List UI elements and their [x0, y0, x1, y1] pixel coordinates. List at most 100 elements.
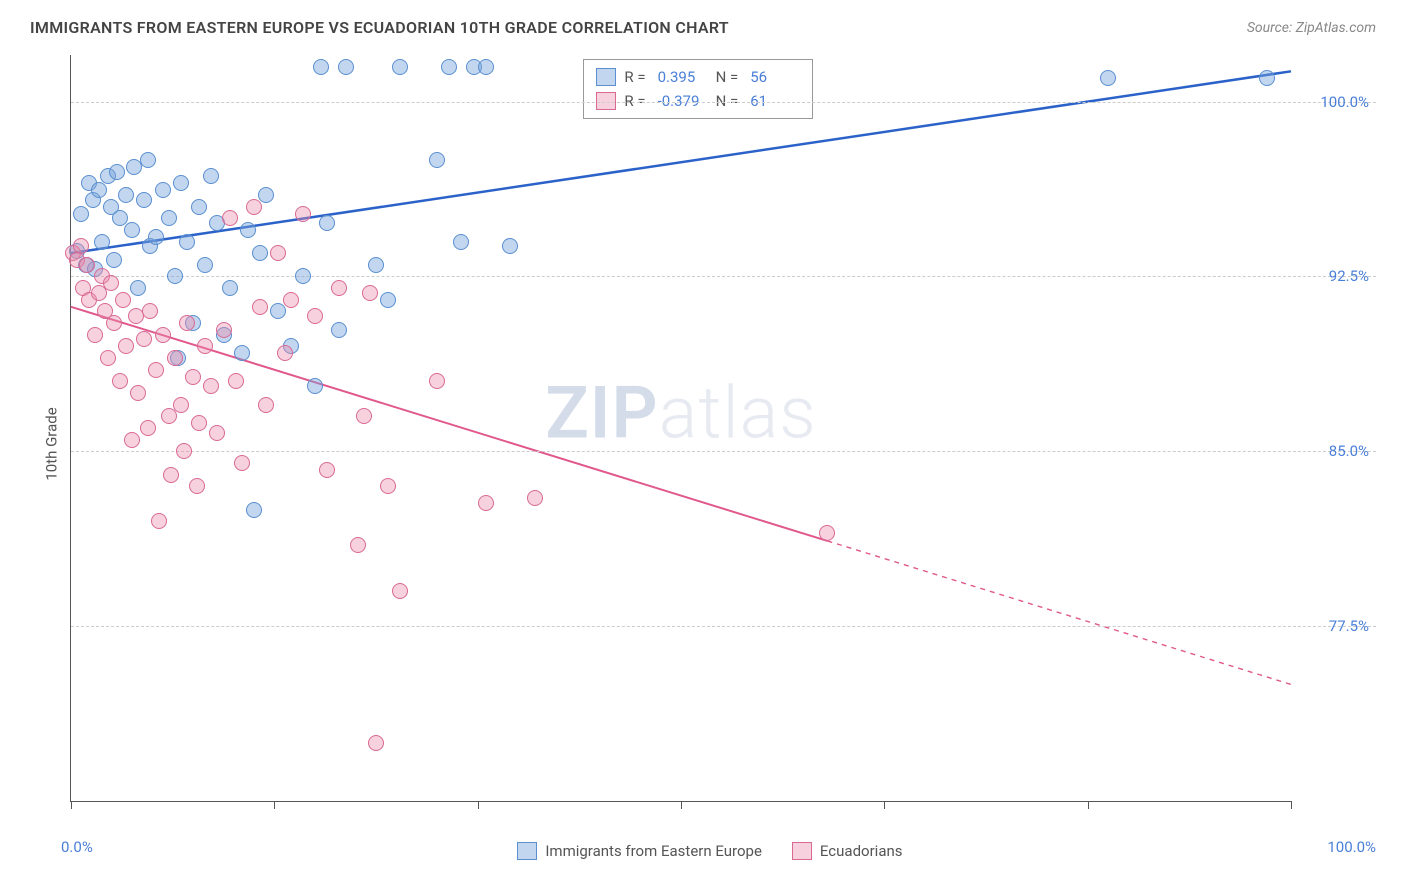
data-point [197, 257, 213, 273]
data-point [155, 182, 171, 198]
gridline-horizontal [71, 276, 1376, 277]
legend-series-label: Ecuadorians [820, 842, 903, 860]
data-point [277, 345, 293, 361]
chart-title: IMMIGRANTS FROM EASTERN EUROPE VS ECUADO… [30, 18, 729, 37]
y-tick-label: 85.0% [1329, 442, 1369, 460]
data-point [368, 735, 384, 751]
data-point [115, 292, 131, 308]
data-point [176, 443, 192, 459]
legend-swatch [596, 68, 616, 86]
legend-n-label: N = [716, 65, 739, 89]
data-point [91, 182, 107, 198]
x-tick [1088, 801, 1089, 809]
data-point [441, 59, 457, 75]
data-point [228, 373, 244, 389]
x-tick-label-max: 100.0% [1327, 838, 1376, 856]
data-point [197, 338, 213, 354]
x-tick [478, 801, 479, 809]
data-point [185, 369, 201, 385]
legend-r-value: 0.395 [658, 65, 708, 89]
data-point [429, 373, 445, 389]
data-point [130, 280, 146, 296]
data-point [112, 373, 128, 389]
trend-line-extrapolated [827, 541, 1291, 685]
data-point [453, 234, 469, 250]
data-point [380, 478, 396, 494]
data-point [295, 206, 311, 222]
trend-lines-layer [71, 55, 1291, 801]
data-point [155, 327, 171, 343]
gridline-horizontal [71, 626, 1376, 627]
data-point [118, 187, 134, 203]
legend-series-label: Immigrants from Eastern Europe [545, 842, 762, 860]
data-point [100, 350, 116, 366]
data-point [819, 525, 835, 541]
data-point [222, 280, 238, 296]
data-point [331, 322, 347, 338]
data-point [128, 308, 144, 324]
legend-swatch [517, 842, 537, 860]
data-point [350, 537, 366, 553]
data-point [380, 292, 396, 308]
data-point [140, 152, 156, 168]
data-point [191, 199, 207, 215]
legend-row: R = 0.395 N = 56 [596, 65, 800, 89]
x-tick-label-min: 0.0% [61, 838, 93, 856]
data-point [338, 59, 354, 75]
legend-item: Ecuadorians [792, 842, 903, 860]
legend-r-label: R = [624, 65, 645, 89]
data-point [222, 210, 238, 226]
data-point [173, 397, 189, 413]
y-tick-label: 77.5% [1329, 617, 1369, 635]
data-point [478, 59, 494, 75]
plot-area: ZIPatlas R =0.395N =56R =-0.379N =61 77.… [70, 55, 1291, 802]
data-point [87, 327, 103, 343]
data-point [252, 245, 268, 261]
data-point [191, 415, 207, 431]
legend-n-value: 56 [750, 65, 800, 89]
data-point [270, 245, 286, 261]
correlation-legend: R =0.395N =56R =-0.379N =61 [583, 59, 813, 119]
data-point [502, 238, 518, 254]
legend-item: Immigrants from Eastern Europe [517, 842, 762, 860]
data-point [1100, 70, 1116, 86]
data-point [203, 378, 219, 394]
data-point [179, 234, 195, 250]
data-point [94, 234, 110, 250]
x-tick [1291, 801, 1292, 809]
source-attribution: Source: ZipAtlas.com [1247, 20, 1376, 36]
data-point [124, 222, 140, 238]
data-point [234, 455, 250, 471]
chart-container: 10th Grade ZIPatlas R =0.395N =56R =-0.3… [55, 55, 1376, 832]
data-point [124, 432, 140, 448]
data-point [362, 285, 378, 301]
data-point [319, 462, 335, 478]
data-point [246, 502, 262, 518]
data-point [209, 425, 225, 441]
data-point [161, 210, 177, 226]
data-point [148, 362, 164, 378]
gridline-horizontal [71, 451, 1376, 452]
x-tick [71, 801, 72, 809]
data-point [331, 280, 347, 296]
data-point [167, 350, 183, 366]
data-point [478, 495, 494, 511]
data-point [258, 397, 274, 413]
data-point [106, 315, 122, 331]
data-point [161, 408, 177, 424]
y-tick-label: 100.0% [1320, 93, 1369, 111]
data-point [1259, 70, 1275, 86]
data-point [73, 206, 89, 222]
data-point [79, 257, 95, 273]
x-tick [274, 801, 275, 809]
data-point [130, 385, 146, 401]
data-point [136, 331, 152, 347]
data-point [203, 168, 219, 184]
data-point [179, 315, 195, 331]
data-point [246, 199, 262, 215]
data-point [392, 59, 408, 75]
legend-swatch [792, 842, 812, 860]
y-axis-label: 10th Grade [43, 407, 61, 480]
data-point [319, 215, 335, 231]
data-point [252, 299, 268, 315]
